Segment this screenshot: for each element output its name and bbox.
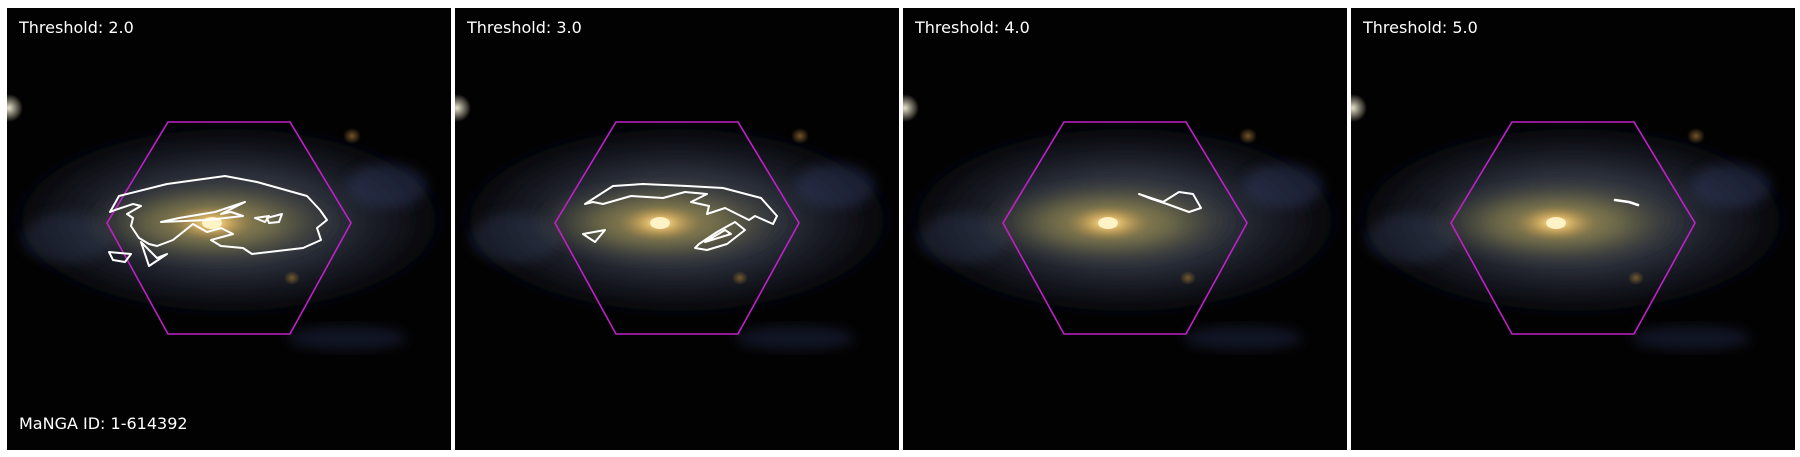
panel-image: [1351, 8, 1795, 450]
threshold-label: Threshold: 4.0: [915, 18, 1030, 37]
contour-outline: [582, 183, 778, 251]
galaxy-image: [455, 8, 899, 450]
panel-image: [903, 8, 1347, 450]
ifu-hexagon-outline: [554, 121, 800, 335]
panel-image: [7, 8, 451, 450]
contour-outline: [1138, 191, 1202, 213]
threshold-label: Threshold: 5.0: [1363, 18, 1478, 37]
galaxy-image: [903, 8, 1347, 450]
galaxy-id-label: MaNGA ID: 1-614392: [19, 414, 188, 433]
contour-outline: [108, 175, 328, 267]
ifu-hexagon-outline: [1002, 121, 1248, 335]
threshold-label: Threshold: 3.0: [467, 18, 582, 37]
threshold-label: Threshold: 2.0: [19, 18, 134, 37]
panel-threshold-5: Threshold: 5.0: [1351, 8, 1795, 450]
contour-outline: [1613, 198, 1640, 207]
galaxy-image: [1351, 8, 1795, 450]
galaxy-image: [7, 8, 451, 450]
panel-threshold-4: Threshold: 4.0: [903, 8, 1347, 450]
panel-threshold-2: Threshold: 2.0 MaNGA ID: 1-614392: [7, 8, 451, 450]
ifu-hexagon-outline: [106, 121, 352, 335]
panel-image: [455, 8, 899, 450]
panel-threshold-3: Threshold: 3.0: [455, 8, 899, 450]
ifu-hexagon-outline: [1450, 121, 1696, 335]
